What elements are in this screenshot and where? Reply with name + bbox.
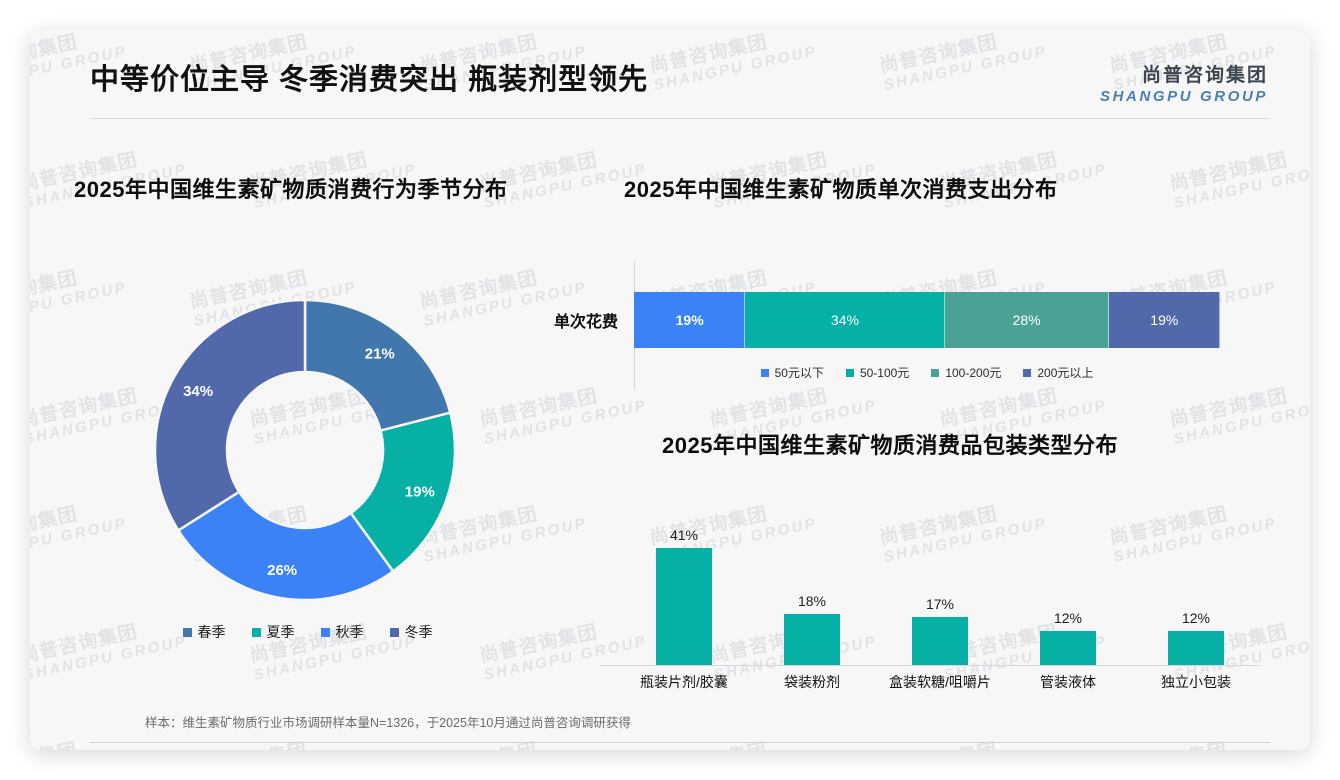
- bar-value-label: 12%: [1053, 609, 1083, 626]
- legend-item[interactable]: 50-100元: [845, 364, 910, 381]
- bar-rect[interactable]: [784, 613, 840, 665]
- legend-item[interactable]: 春季: [182, 622, 226, 642]
- legend-item[interactable]: 200元以上: [1023, 364, 1093, 381]
- season-donut-chart: 21% 19% 26% 34%: [135, 280, 475, 620]
- spend-stacked-bar-chart: 单次花费 19% 34% 28% 19% 50元以下 50-100元 100-200元 20…: [505, 252, 1265, 392]
- legend-label: 春季: [197, 624, 226, 640]
- stacked-bar-segment[interactable]: 19%: [634, 292, 746, 348]
- logo-english-text: SHANGPU GROUP: [1100, 88, 1268, 105]
- legend-label: 50元以下: [774, 366, 824, 380]
- legend-label: 夏季: [266, 624, 295, 640]
- bar-column[interactable]: 17%: [881, 510, 999, 665]
- bar-column[interactable]: 41%: [625, 510, 743, 665]
- legend-swatch-icon: [182, 627, 192, 637]
- package-category-labels: 瓶装片剂/胶囊 袋装粉剂 盒装软糖/咀嚼片 管装液体 独立小包装: [620, 672, 1260, 692]
- header-divider: [90, 118, 1270, 119]
- legend-label: 50-100元: [859, 366, 910, 380]
- legend-item[interactable]: 100-200元: [931, 364, 1001, 381]
- legend-label: 秋季: [335, 624, 364, 640]
- bar-category-label: 瓶装片剂/胶囊: [640, 674, 728, 690]
- stacked-bar-segment[interactable]: 19%: [1108, 292, 1220, 348]
- bar-column[interactable]: 18%: [753, 510, 871, 665]
- legend-swatch-icon: [389, 627, 399, 637]
- bar-value-label: 18%: [797, 592, 827, 609]
- season-chart-title: 2025年中国维生素矿物质消费行为季节分布: [74, 177, 508, 202]
- donut-svg: 21% 19% 26% 34%: [153, 298, 457, 602]
- legend-item[interactable]: 夏季: [251, 622, 295, 642]
- legend-item[interactable]: 冬季: [389, 622, 433, 642]
- legend-item[interactable]: 50元以下: [760, 364, 824, 381]
- bar-category-label: 管装液体: [1040, 674, 1096, 690]
- package-bars-plot-area: 41% 18% 17% 12% 12%: [620, 510, 1260, 665]
- logo-chinese-text: 尚普咨询集团: [1141, 65, 1268, 86]
- package-chart-title: 2025年中国维生素矿物质消费品包装类型分布: [662, 433, 1118, 458]
- season-chart-legend: 春季 夏季 秋季 冬季: [135, 622, 480, 642]
- bar-column[interactable]: 12%: [1009, 510, 1127, 665]
- bar-value-label: 17%: [925, 595, 955, 612]
- donut-slice-label: 21%: [365, 346, 395, 363]
- legend-label: 100-200元: [945, 366, 1002, 380]
- bar-value-label: 41%: [669, 527, 699, 544]
- spend-bar-row: 单次花费 19% 34% 28% 19%: [505, 292, 1245, 348]
- spend-chart-title: 2025年中国维生素矿物质单次消费支出分布: [624, 177, 1058, 202]
- slide-header: 中等价位主导 冬季消费突出 瓶装剂型领先 尚普咨询集团 SHANGPU GROU…: [30, 30, 1310, 125]
- spend-category-label: 单次花费: [553, 314, 618, 331]
- legend-swatch-icon: [1023, 368, 1032, 377]
- package-chart-baseline: [600, 665, 1260, 666]
- bar-rect[interactable]: [1168, 630, 1224, 665]
- legend-swatch-icon: [845, 368, 854, 377]
- donut-slice-label: 34%: [183, 383, 213, 400]
- slide-card: 尚普咨询集团 SHANGPU GROUP 尚普咨询集团 SHANGPU GROUP 尚普…: [30, 30, 1310, 750]
- package-bar-chart: 41% 18% 17% 12% 12% 瓶装片剂/胶囊 袋装粉剂 盒装软糖/咀嚼片 管装液体 独…: [600, 510, 1260, 710]
- donut-slice[interactable]: [176, 490, 395, 602]
- legend-label: 200元以上: [1037, 366, 1094, 380]
- bar-category-label: 袋装粉剂: [784, 674, 840, 690]
- legend-swatch-icon: [931, 368, 940, 377]
- footer-divider: [90, 742, 1270, 743]
- bar-rect[interactable]: [1040, 630, 1096, 665]
- bar-category-label: 盒装软糖/咀嚼片: [889, 674, 991, 690]
- legend-swatch-icon: [251, 627, 261, 637]
- legend-label: 冬季: [404, 624, 433, 640]
- legend-swatch-icon: [760, 368, 769, 377]
- bar-column[interactable]: 12%: [1137, 510, 1255, 665]
- bar-value-label: 12%: [1181, 609, 1211, 626]
- legend-item[interactable]: 秋季: [320, 622, 364, 642]
- brand-logo: 尚普咨询集团 SHANGPU GROUP: [1100, 60, 1268, 105]
- bar-rect[interactable]: [912, 616, 968, 665]
- source-note: 样本：维生素矿物质行业市场调研样本量N=1326，于2025年10月通过尚普咨询…: [145, 716, 631, 730]
- legend-swatch-icon: [320, 627, 330, 637]
- stacked-bar-segment[interactable]: 28%: [944, 292, 1109, 348]
- donut-slice-label: 19%: [405, 483, 435, 500]
- donut-slice-label: 26%: [267, 562, 297, 579]
- spend-stacked-bar: 19% 34% 28% 19%: [634, 292, 1220, 348]
- donut-slice[interactable]: [303, 298, 452, 433]
- spend-chart-legend: 50元以下 50-100元 100-200元 200元以上: [634, 364, 1220, 381]
- donut-slice[interactable]: [153, 298, 307, 533]
- bar-rect[interactable]: [656, 548, 712, 665]
- stacked-bar-segment[interactable]: 34%: [745, 292, 945, 348]
- bar-category-label: 独立小包装: [1161, 674, 1231, 690]
- page-title: 中等价位主导 冬季消费突出 瓶装剂型领先: [90, 64, 649, 96]
- donut-slice[interactable]: [349, 411, 457, 574]
